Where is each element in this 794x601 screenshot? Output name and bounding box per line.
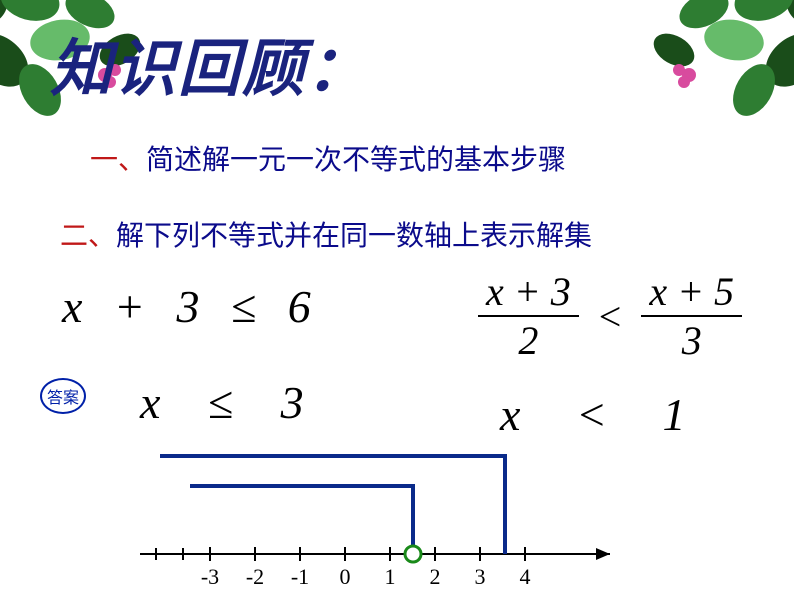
equation-left: x + 3 ≤ 6	[62, 280, 321, 333]
leaf-decoration-top-right	[634, 0, 794, 160]
svg-text:1: 1	[385, 564, 396, 589]
svg-text:2: 2	[430, 564, 441, 589]
svg-text:-2: -2	[246, 564, 264, 589]
q1-number: 一、	[90, 145, 146, 176]
svg-text:0: 0	[340, 564, 351, 589]
question-2: 二、解下列不等式并在同一数轴上表示解集	[60, 214, 592, 254]
q1-text: 简述解一元一次不等式的基本步骤	[146, 145, 566, 176]
q2-text: 解下列不等式并在同一数轴上表示解集	[116, 221, 592, 252]
less-than-op: <	[593, 293, 628, 340]
question-1: 一、简述解一元一次不等式的基本步骤	[90, 138, 566, 178]
svg-text:-1: -1	[291, 564, 309, 589]
number-line-diagram: -3 -2 -1 0 1 2 3 4	[130, 446, 630, 596]
answer-left: x ≤ 3	[140, 376, 322, 429]
page-title: 知识回顾：	[50, 18, 370, 108]
svg-text:4: 4	[520, 564, 531, 589]
fraction-2: x + 5 3	[641, 268, 742, 364]
answer-badge: 答案	[40, 378, 86, 414]
svg-text:3: 3	[475, 564, 486, 589]
q2-number: 二、	[60, 221, 116, 252]
svg-text:-3: -3	[201, 564, 219, 589]
equation-right: x + 3 2 < x + 5 3	[474, 268, 746, 364]
fraction-1: x + 3 2	[478, 268, 579, 364]
answer-right: x < 1	[500, 388, 707, 441]
